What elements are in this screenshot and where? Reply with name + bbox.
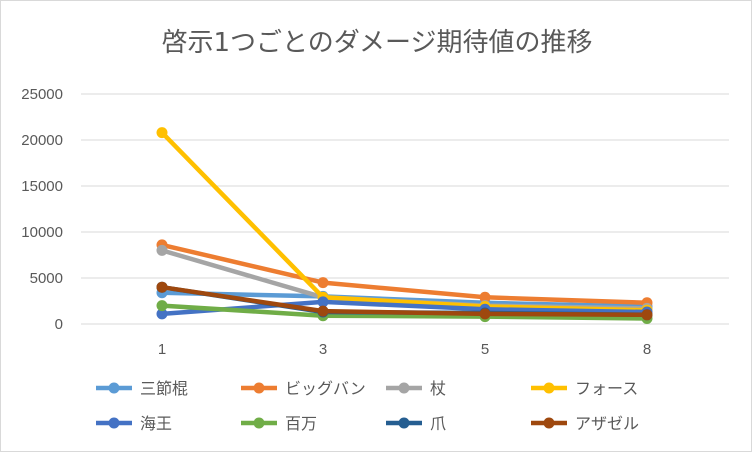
y-tick-label: 0 bbox=[55, 316, 63, 333]
data-point bbox=[156, 127, 168, 139]
legend-swatch-marker bbox=[398, 417, 410, 429]
legend-label: アザゼル bbox=[575, 414, 639, 433]
data-point bbox=[317, 305, 329, 317]
legend-label: フォース bbox=[575, 379, 638, 398]
x-tick-label: 8 bbox=[643, 341, 651, 358]
legend-item: 杖 bbox=[386, 379, 446, 398]
x-tick-label: 5 bbox=[481, 341, 489, 358]
data-point bbox=[317, 277, 329, 289]
series-line bbox=[159, 303, 650, 321]
data-point bbox=[641, 309, 653, 321]
legend-label: 杖 bbox=[430, 379, 446, 398]
chart-title: 啓示1つごとのダメージ期待値の推移 bbox=[162, 28, 593, 58]
series-lines bbox=[156, 127, 653, 324]
data-point bbox=[479, 291, 491, 303]
legend-swatch-marker bbox=[108, 382, 120, 394]
data-point bbox=[479, 308, 491, 320]
gridlines bbox=[81, 93, 729, 279]
legend-swatch-marker bbox=[253, 382, 265, 394]
x-tick-label: 1 bbox=[158, 341, 166, 358]
axes: 0 5000 10000 15000 20000 25000 1 3 5 8 bbox=[21, 86, 729, 358]
legend-item: ビッグバン bbox=[241, 379, 366, 398]
y-tick-label: 15000 bbox=[21, 178, 63, 195]
y-tick-label: 5000 bbox=[30, 270, 63, 287]
series-line bbox=[159, 242, 650, 306]
series-8 bbox=[156, 281, 653, 321]
y-tick-label: 25000 bbox=[21, 86, 63, 103]
legend-swatch-marker bbox=[108, 417, 120, 429]
series-line bbox=[159, 130, 650, 313]
series-4 bbox=[156, 127, 653, 316]
legend-item: 海王 bbox=[96, 414, 172, 433]
data-point bbox=[156, 300, 168, 312]
legend-item: アザゼル bbox=[531, 414, 639, 433]
y-tick-label: 20000 bbox=[21, 132, 63, 149]
legend-swatch-marker bbox=[543, 417, 555, 429]
data-point bbox=[156, 308, 168, 320]
series-line bbox=[159, 299, 650, 317]
legend-label: 三節棍 bbox=[140, 379, 188, 398]
x-tick-label: 3 bbox=[319, 341, 327, 358]
legend-label: ビッグバン bbox=[285, 379, 366, 398]
legend-label: 海王 bbox=[140, 414, 172, 433]
legend-swatch-marker bbox=[398, 382, 410, 394]
legend-item: 爪 bbox=[386, 414, 446, 433]
data-point bbox=[317, 296, 329, 308]
data-point bbox=[156, 281, 168, 293]
y-tick-label: 10000 bbox=[21, 224, 63, 241]
legend-swatch-marker bbox=[253, 417, 265, 429]
legend-item: フォース bbox=[531, 379, 638, 398]
legend-label: 百万 bbox=[285, 414, 317, 433]
legend-item: 三節棍 bbox=[96, 379, 188, 398]
legend-label: 爪 bbox=[430, 414, 446, 433]
legend-item: 百万 bbox=[241, 414, 317, 433]
series-line bbox=[159, 284, 650, 318]
data-point bbox=[156, 244, 168, 256]
legend-swatch-marker bbox=[543, 382, 555, 394]
